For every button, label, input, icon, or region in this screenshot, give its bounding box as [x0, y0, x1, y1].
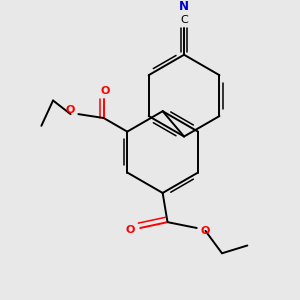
Text: N: N — [179, 0, 189, 13]
Text: O: O — [101, 86, 110, 96]
Text: C: C — [180, 15, 188, 25]
Text: O: O — [201, 226, 210, 236]
Text: O: O — [126, 225, 135, 235]
Text: O: O — [66, 105, 75, 115]
